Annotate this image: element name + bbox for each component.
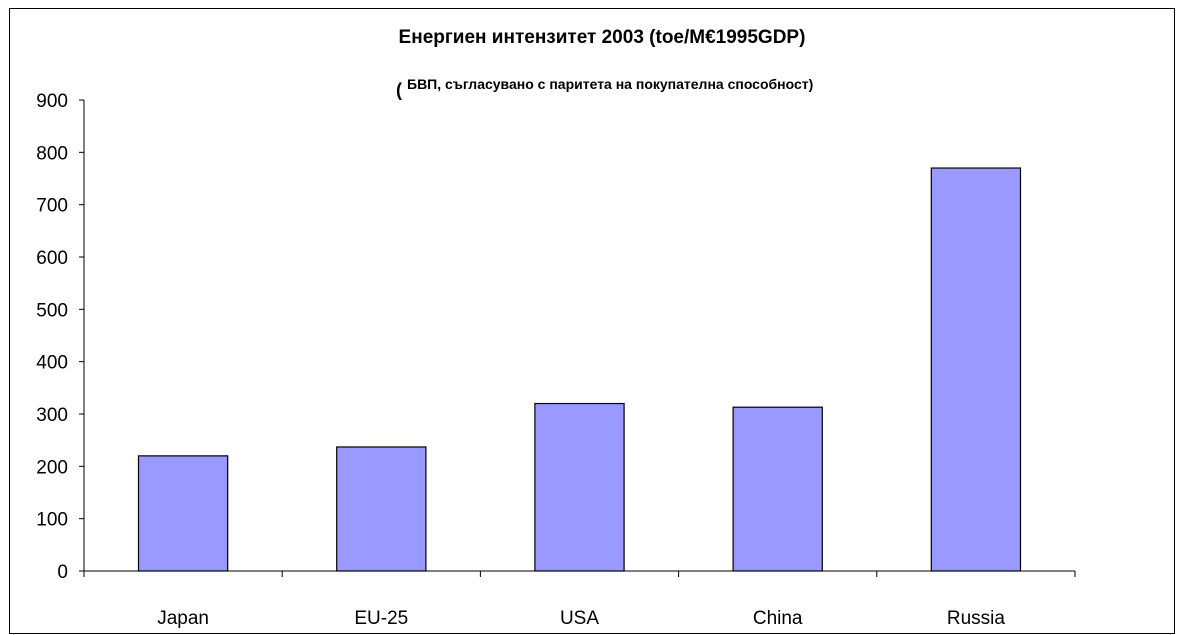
chart-title: Енергиен интензитет 2003 (toe/M€1995GDP) (399, 27, 806, 48)
bar-japan (137, 455, 229, 572)
x-tick-label: EU-25 (354, 608, 408, 629)
y-tick-label: 100 (36, 510, 68, 531)
y-tick-label: 0 (57, 562, 68, 583)
bar-russia (930, 167, 1022, 572)
y-tick-label: 200 (36, 457, 68, 478)
bars (137, 167, 1022, 572)
bar-china (732, 406, 823, 572)
y-tick-label: 900 (36, 91, 68, 112)
y-axis: 0 100 200 300 400 500 600 700 800 900 (36, 91, 85, 583)
x-tick-label: Japan (157, 608, 209, 629)
y-tick-label: 700 (36, 196, 68, 217)
y-tick-label: 400 (36, 353, 68, 374)
x-axis: Japan EU-25 USA China Russia (83, 570, 1076, 629)
chart-subtitle-paren: ( (396, 80, 402, 100)
bar-eu-25 (336, 446, 427, 572)
chart-subtitle: БВП, съгласувано с паритета на покупател… (407, 76, 813, 92)
y-tick-label: 800 (36, 143, 68, 164)
y-tick-label: 300 (36, 405, 68, 426)
x-tick-label: China (753, 608, 803, 629)
x-tick-label: Russia (947, 608, 1006, 629)
x-tick-label: USA (560, 608, 599, 629)
bar-usa (534, 402, 625, 572)
y-tick-label: 600 (36, 248, 68, 269)
y-tick-label: 500 (36, 300, 68, 321)
